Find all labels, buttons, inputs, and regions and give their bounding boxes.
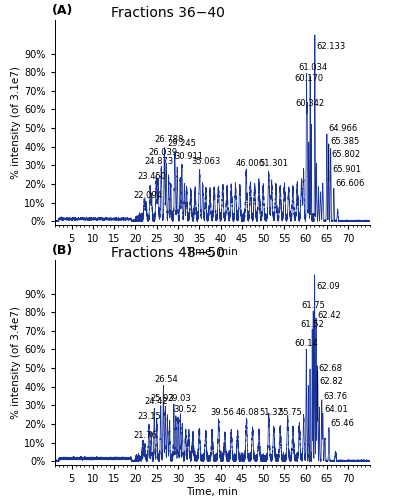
Text: Fractions 36−40: Fractions 36−40 [111,6,225,20]
Text: 55.75: 55.75 [278,408,302,418]
Text: 65.802: 65.802 [332,150,361,158]
Text: 65.46: 65.46 [330,420,354,428]
Text: 26.54: 26.54 [155,375,178,384]
Text: 60.14: 60.14 [294,338,318,347]
Text: 65.385: 65.385 [330,136,359,145]
Text: (B): (B) [52,244,73,256]
Text: 62.09: 62.09 [316,282,340,292]
Text: 22.094: 22.094 [134,191,162,200]
Text: 60.342: 60.342 [295,98,324,108]
Text: Fractions 48−50: Fractions 48−50 [111,246,225,260]
Text: 62.42: 62.42 [318,312,341,320]
Text: 61.034: 61.034 [298,63,327,72]
Text: 66.606: 66.606 [335,180,365,188]
Text: (A): (A) [52,4,73,16]
Y-axis label: % intensity (of 3.1e7): % intensity (of 3.1e7) [11,66,21,179]
Text: 60.170: 60.170 [294,74,324,84]
Text: 62.82: 62.82 [319,376,343,386]
Text: 29.03: 29.03 [168,394,191,402]
Text: 39.56: 39.56 [210,408,234,418]
Text: 51.301: 51.301 [259,159,288,168]
Text: 46.08: 46.08 [236,408,260,418]
Text: 62.68: 62.68 [318,364,342,372]
Text: 65.901: 65.901 [332,164,361,173]
Text: 26.788: 26.788 [155,135,184,144]
Text: 35.063: 35.063 [191,158,220,166]
Text: 51.32: 51.32 [259,408,283,418]
Text: 63.76: 63.76 [323,392,347,400]
Text: 61.52: 61.52 [300,320,324,329]
Text: 29.245: 29.245 [168,138,196,147]
Text: 30.52: 30.52 [174,405,197,414]
Text: 64.01: 64.01 [324,404,348,413]
Text: 62.133: 62.133 [316,42,346,51]
Text: 24.42: 24.42 [144,398,168,406]
Y-axis label: % intensity (of 3.4e7): % intensity (of 3.4e7) [11,306,21,419]
Text: 24.873: 24.873 [144,158,173,166]
Text: 30.911: 30.911 [175,152,204,160]
Text: 25.93: 25.93 [150,394,174,402]
Text: 23.450: 23.450 [138,172,167,181]
X-axis label: Time, min: Time, min [186,487,238,497]
Text: 64.966: 64.966 [328,124,357,132]
Text: 61.75: 61.75 [301,302,325,310]
Text: 23.15: 23.15 [138,412,161,421]
Text: 26.039: 26.039 [148,148,177,157]
X-axis label: Time, min: Time, min [186,247,238,257]
Text: 21.76: 21.76 [134,431,157,440]
Text: 46.006: 46.006 [236,159,265,168]
